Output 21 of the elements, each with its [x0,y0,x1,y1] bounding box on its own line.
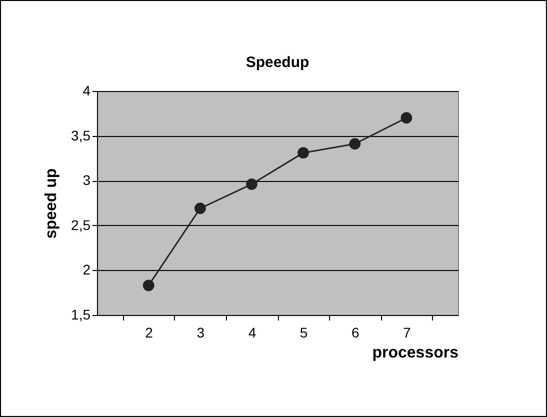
point [142,280,154,292]
y-tick-label: 4 [82,82,91,98]
point [194,202,206,214]
y-tick-label: 3 [82,172,91,188]
point [298,147,309,159]
x-tick-label: 7 [403,324,412,340]
x-tick-label: 4 [248,324,256,340]
x-tick-label: 3 [196,324,205,340]
y-axis-title: speed up [43,168,60,239]
y-tick-label: 2 [82,262,91,278]
x-tick-label: 2 [145,324,154,340]
x-tick-label: 5 [300,324,308,340]
chart-title: Speedup [246,54,310,71]
y-tick-label: 3,5 [71,127,91,144]
point [246,178,258,190]
x-tick-label: 6 [351,324,360,340]
point [349,138,361,150]
x-axis-title: processors [372,344,459,362]
point [400,112,412,124]
y-tick-label: 1,5 [71,306,91,322]
y-tick-label: 2,5 [71,216,91,233]
